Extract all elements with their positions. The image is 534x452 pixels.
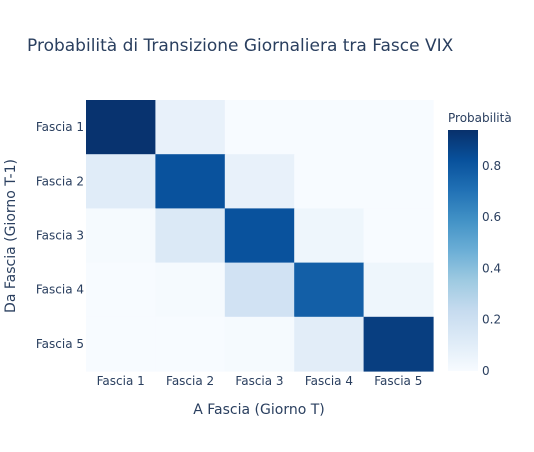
colorbar-tick-label: 0.8 xyxy=(482,159,501,173)
heatmap-cells xyxy=(86,100,434,372)
colorbar-tick-label: 0.2 xyxy=(482,313,501,327)
heatmap-cell xyxy=(294,100,365,155)
x-tick-label: Fascia 3 xyxy=(235,374,283,388)
heatmap-cell xyxy=(363,208,434,264)
colorbar-tick-label: 0 xyxy=(482,364,490,378)
y-tick-label: Fascia 3 xyxy=(36,229,84,243)
x-tick-label: Fascia 4 xyxy=(305,374,353,388)
heatmap-cell xyxy=(155,154,226,209)
heatmap-cell xyxy=(363,154,434,209)
heatmap-cell xyxy=(86,100,156,155)
heatmap-cell xyxy=(86,316,156,372)
heatmap-cell xyxy=(294,262,365,318)
heatmap-cell xyxy=(155,100,226,155)
colorbar xyxy=(448,130,478,371)
x-axis-title: A Fascia (Giorno T) xyxy=(193,402,324,418)
colorbar-tick-label: 0.4 xyxy=(482,261,501,275)
chart-title: Probabilità di Transizione Giornaliera t… xyxy=(27,36,454,56)
heatmap-cell xyxy=(294,316,365,372)
y-axis-title: Da Fascia (Giorno T-1) xyxy=(3,159,19,313)
heatmap-cell xyxy=(224,262,295,318)
heatmap-cell xyxy=(155,316,226,372)
heatmap-cell xyxy=(86,208,156,264)
x-tick-label: Fascia 1 xyxy=(97,374,145,388)
heatmap-cell xyxy=(155,262,226,318)
colorbar-title: Probabilità xyxy=(448,111,512,125)
heatmap-cell xyxy=(363,262,434,318)
y-tick-label: Fascia 2 xyxy=(36,174,84,188)
heatmap-cell xyxy=(86,262,156,318)
x-axis-ticks: Fascia 1 Fascia 2 Fascia 3 Fascia 4 Fascia 5 xyxy=(97,374,423,388)
x-tick-label: Fascia 5 xyxy=(374,374,422,388)
y-tick-label: Fascia 1 xyxy=(36,120,84,134)
heatmap-cell xyxy=(224,316,295,372)
heatmap-cell xyxy=(224,100,295,155)
heatmap-cell xyxy=(155,208,226,264)
heatmap-cell xyxy=(224,154,295,209)
y-tick-label: Fascia 5 xyxy=(36,337,84,351)
heatmap-cell xyxy=(363,316,434,372)
x-tick-label: Fascia 2 xyxy=(166,374,214,388)
y-axis-ticks: Fascia 1 Fascia 2 Fascia 3 Fascia 4 Fascia 5 xyxy=(36,120,84,351)
heatmap-cell xyxy=(294,154,365,209)
heatmap-cell xyxy=(363,100,434,155)
colorbar-ticks: 0 0.2 0.4 0.6 0.8 xyxy=(482,159,501,378)
y-tick-label: Fascia 4 xyxy=(36,283,84,297)
heatmap-cell xyxy=(294,208,365,264)
heatmap-cell xyxy=(224,208,295,264)
heatmap-cell xyxy=(86,154,156,209)
colorbar-tick-label: 0.6 xyxy=(482,210,501,224)
